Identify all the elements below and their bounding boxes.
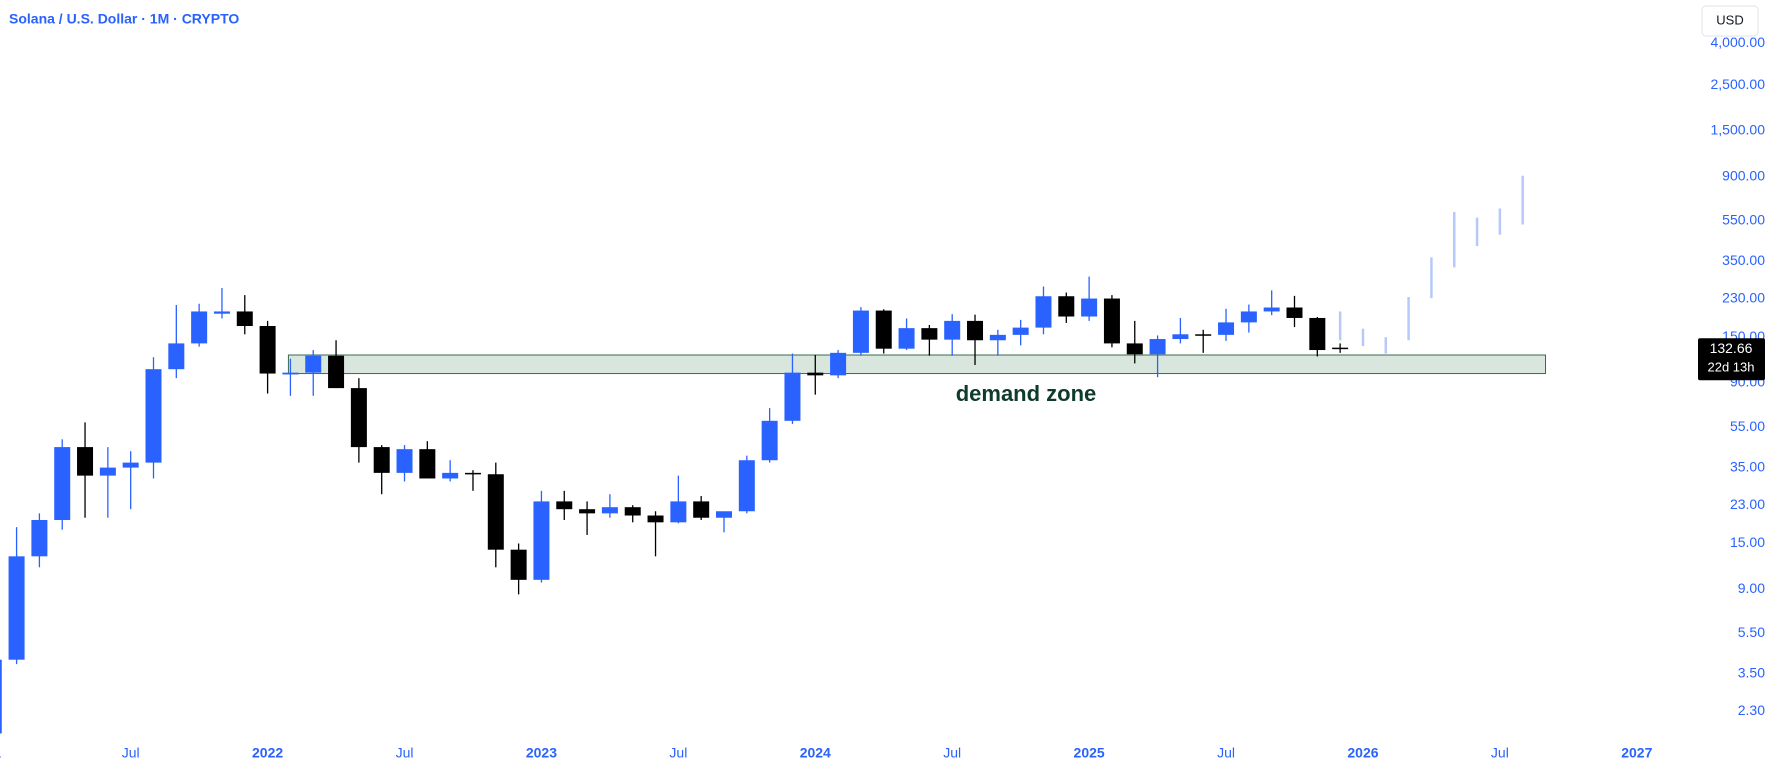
- x-tick-label: 2024: [800, 745, 831, 761]
- candle-body: [419, 449, 436, 479]
- candle-body: [1103, 298, 1120, 344]
- candle-body: [1035, 296, 1052, 328]
- candle-body: [1218, 322, 1235, 335]
- candle-body: [168, 343, 185, 370]
- candle-body: [122, 462, 139, 468]
- x-tick-label: Jul: [943, 745, 961, 761]
- y-tick-label: 5.50: [1738, 624, 1765, 640]
- candle-body: [989, 334, 1006, 341]
- demand-zone: [287, 354, 1547, 375]
- price-label-box: [1698, 338, 1765, 381]
- x-tick-label: 2026: [1347, 745, 1378, 761]
- x-tick-label: 2025: [1074, 745, 1105, 761]
- candle-body: [921, 328, 938, 340]
- candle-body: [77, 447, 94, 476]
- candle-body: [350, 388, 367, 448]
- candle-body: [1058, 296, 1075, 317]
- candle-body: [738, 460, 755, 512]
- candle-body: [1263, 307, 1280, 312]
- y-tick-label: 4,000.00: [1711, 34, 1766, 50]
- candle-body: [693, 501, 710, 518]
- candle-body: [1309, 317, 1326, 351]
- y-tick-label: 23.00: [1730, 496, 1765, 512]
- candle-body: [0, 659, 2, 734]
- candle-body: [328, 355, 345, 389]
- candle-body: [1172, 334, 1189, 340]
- candle-body: [807, 372, 824, 376]
- x-tick-label: 2023: [526, 745, 557, 761]
- candle-body: [236, 311, 253, 327]
- candle-body: [1149, 339, 1166, 355]
- x-tick-label: Jul: [1217, 745, 1235, 761]
- candle-body: [1240, 311, 1257, 323]
- candle-body: [1195, 334, 1212, 336]
- candle-body: [716, 511, 732, 518]
- candle-body: [670, 501, 687, 523]
- candle-body: [1081, 298, 1098, 317]
- candle-body: [145, 369, 162, 463]
- candle-body: [510, 549, 527, 580]
- candle-body: [99, 467, 116, 476]
- y-tick-label: 550.00: [1722, 212, 1765, 228]
- candle-body: [898, 328, 915, 349]
- x-tick-label: 2022: [252, 745, 283, 761]
- x-tick-label: Jul: [1491, 745, 1509, 761]
- y-tick-label: 230.00: [1722, 290, 1765, 306]
- x-tick-label: Jul: [122, 745, 140, 761]
- y-tick-label: 3.50: [1738, 665, 1765, 681]
- candle-body: [967, 320, 984, 341]
- y-tick-label: 9.00: [1738, 580, 1765, 596]
- candle-body: [624, 507, 641, 516]
- candle-body: [442, 472, 459, 479]
- x-tick-label: 2027: [1621, 745, 1652, 761]
- chart-title: Solana / U.S. Dollar · 1M · CRYPTO: [9, 11, 239, 27]
- candle-body: [191, 311, 208, 344]
- y-tick-label: 350.00: [1722, 252, 1765, 268]
- candle-body: [282, 372, 299, 375]
- candle-body: [54, 447, 71, 520]
- candle-body: [464, 472, 481, 475]
- candle-body: [1286, 307, 1303, 318]
- candle-body: [784, 372, 801, 421]
- candle-body: [647, 515, 664, 523]
- candle-body: [830, 352, 847, 376]
- y-tick-label: 2.30: [1738, 702, 1765, 718]
- countdown: 22d 13h: [1708, 360, 1755, 375]
- candle-body: [31, 519, 48, 557]
- candle-body: [1126, 343, 1143, 355]
- candle-body: [305, 355, 322, 373]
- last-price: 132.66: [1710, 340, 1753, 356]
- candle-body: [852, 310, 869, 353]
- candle-body: [396, 449, 413, 473]
- candle-body: [8, 556, 25, 660]
- currency-button[interactable]: [1701, 5, 1759, 37]
- zone-label: demand zone: [956, 381, 1097, 406]
- y-tick-label: 15.00: [1730, 534, 1765, 550]
- y-tick-label: 55.00: [1730, 418, 1765, 434]
- candle-body: [1012, 327, 1029, 335]
- y-tick-label: 35.00: [1730, 458, 1765, 474]
- x-tick-label: Jul: [669, 745, 687, 761]
- candle-body: [761, 420, 778, 461]
- x-tick-label: Jul: [396, 745, 414, 761]
- candle-body: [373, 447, 390, 473]
- candle-body: [213, 311, 230, 314]
- candle-body: [601, 507, 618, 514]
- candle-body: [579, 509, 596, 514]
- candle-body: [533, 501, 550, 580]
- candle-body: [944, 320, 961, 340]
- x-tick-label: 21: [0, 745, 2, 761]
- plot-area: [0, 175, 1547, 734]
- candle-body: [1332, 347, 1349, 350]
- currency-label[interactable]: USD: [1716, 12, 1743, 27]
- candle-body: [259, 326, 276, 374]
- candle-body: [487, 474, 504, 550]
- y-tick-label: 2,500.00: [1711, 76, 1766, 92]
- candle-body: [556, 501, 573, 510]
- y-tick-label: 900.00: [1722, 167, 1765, 183]
- candle-body: [875, 310, 892, 349]
- y-tick-label: 1,500.00: [1711, 122, 1766, 138]
